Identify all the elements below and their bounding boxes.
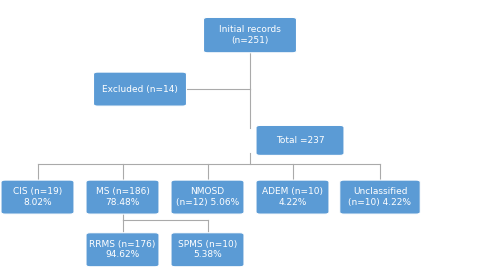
Text: NMOSD
(n=12) 5.06%: NMOSD (n=12) 5.06% [176,187,239,207]
FancyBboxPatch shape [86,233,159,267]
FancyBboxPatch shape [86,180,159,214]
FancyBboxPatch shape [256,125,344,156]
Text: Total =237: Total =237 [276,136,324,145]
FancyBboxPatch shape [340,180,420,214]
Text: Excluded (n=14): Excluded (n=14) [102,85,178,94]
FancyBboxPatch shape [204,17,296,53]
FancyBboxPatch shape [94,72,186,106]
Text: RRMS (n=176)
94.62%: RRMS (n=176) 94.62% [90,240,156,259]
FancyBboxPatch shape [1,180,74,214]
Text: CIS (n=19)
8.02%: CIS (n=19) 8.02% [13,187,62,207]
FancyBboxPatch shape [256,180,329,214]
FancyBboxPatch shape [171,233,244,267]
FancyBboxPatch shape [171,180,244,214]
Text: SPMS (n=10)
5.38%: SPMS (n=10) 5.38% [178,240,237,259]
Text: ADEM (n=10)
4.22%: ADEM (n=10) 4.22% [262,187,323,207]
Text: Unclassified
(n=10) 4.22%: Unclassified (n=10) 4.22% [348,187,412,207]
Text: MS (n=186)
78.48%: MS (n=186) 78.48% [96,187,150,207]
Text: Initial records
(n=251): Initial records (n=251) [219,25,281,45]
